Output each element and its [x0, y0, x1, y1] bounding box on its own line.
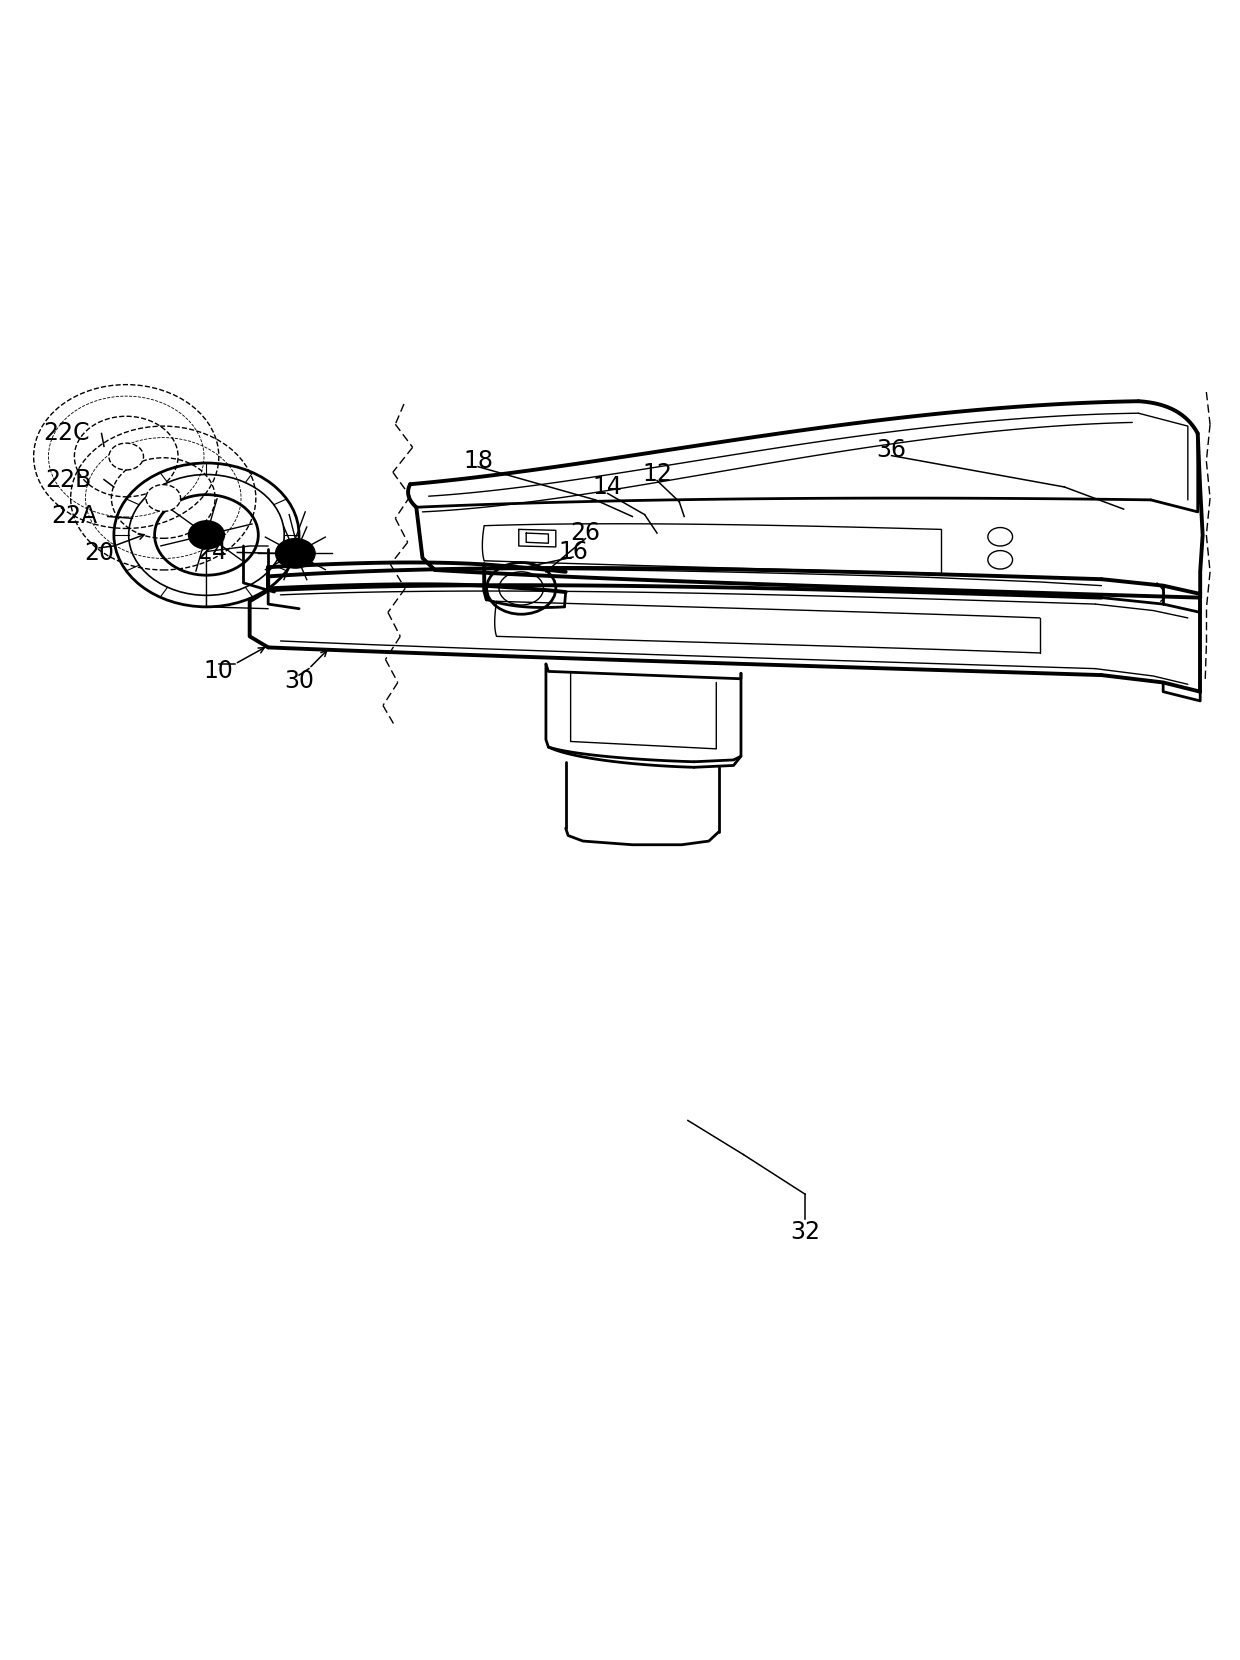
Text: 16: 16 [558, 540, 588, 563]
Text: 32: 32 [790, 1220, 820, 1243]
Text: 22A: 22A [51, 505, 98, 528]
Ellipse shape [190, 521, 223, 548]
Text: 22B: 22B [45, 468, 92, 491]
Ellipse shape [146, 485, 181, 511]
Ellipse shape [109, 443, 144, 470]
Text: 18: 18 [463, 450, 494, 473]
Text: 14: 14 [593, 475, 622, 500]
Circle shape [275, 538, 315, 568]
Text: 10: 10 [203, 659, 234, 684]
Text: 30: 30 [284, 669, 314, 692]
Text: 20: 20 [84, 541, 114, 566]
Text: 22C: 22C [43, 422, 91, 445]
Text: 26: 26 [570, 521, 600, 544]
Text: 12: 12 [642, 461, 672, 486]
Text: 36: 36 [877, 438, 906, 461]
Text: 24: 24 [197, 541, 228, 564]
